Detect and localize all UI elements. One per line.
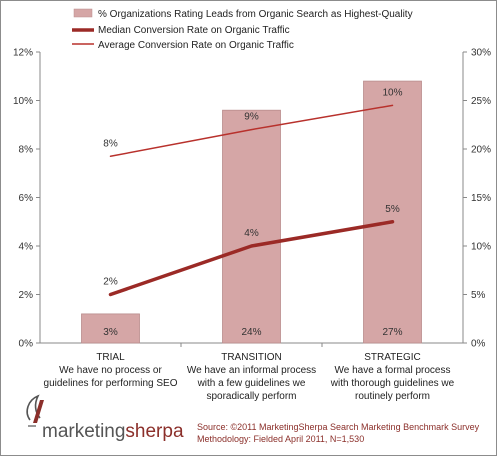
category-description: We have a formal process xyxy=(335,365,451,376)
line-data-label: 4% xyxy=(244,228,259,239)
category-description: sporadically perform xyxy=(206,391,296,402)
category-description: routinely perform xyxy=(355,391,430,402)
y-left-tick-label: 0% xyxy=(19,339,34,350)
marketingsherpa-logo: marketingsherpa xyxy=(42,421,184,442)
category-description: guidelines for performing SEO xyxy=(44,378,178,389)
category-title: TRIAL xyxy=(96,352,125,363)
y-right-tick-label: 5% xyxy=(471,290,486,301)
category-title: TRANSITION xyxy=(221,352,282,363)
bar-series xyxy=(81,80,422,344)
bar-data-label: 3% xyxy=(103,327,118,338)
median-line xyxy=(108,220,395,297)
legend: % Organizations Rating Leads from Organi… xyxy=(72,8,413,51)
line-series xyxy=(108,104,395,297)
average-line xyxy=(109,104,394,158)
category-description: with a few guidelines we xyxy=(197,378,306,389)
line-data-label: 8% xyxy=(103,138,118,149)
line-data-label: 2% xyxy=(103,277,118,288)
y-right-tick-label: 10% xyxy=(471,242,491,253)
y-right-tick-label: 15% xyxy=(471,193,491,204)
logo-icon xyxy=(26,394,44,427)
legend-label-median: Median Conversion Rate on Organic Traffi… xyxy=(98,25,290,36)
logo-text-marketing: marketing xyxy=(42,421,125,442)
data-labels: 3% 24% 27% 2% 4% 5% 8% 9% 10% xyxy=(103,87,402,338)
line-data-label: 10% xyxy=(382,87,402,98)
y-left-tick-label: 10% xyxy=(13,96,33,107)
legend-label-bar: % Organizations Rating Leads from Organi… xyxy=(98,9,413,20)
methodology-line: Methodology: Fielded April 2011, N=1,530 xyxy=(197,434,364,444)
source-line: Source: ©2011 MarketingSherpa Search Mar… xyxy=(197,422,480,432)
category-title: STRATEGIC xyxy=(364,352,420,363)
line-data-label: 9% xyxy=(244,112,259,123)
category-description: We have an informal process xyxy=(187,365,316,376)
legend-swatch-bar xyxy=(73,8,93,18)
bar xyxy=(222,109,281,344)
category-description: with thorough guidelines we xyxy=(330,378,455,389)
bar xyxy=(81,313,140,344)
legend-label-average: Average Conversion Rate on Organic Traff… xyxy=(98,40,294,51)
branding: marketingsherpa Source: ©2011 MarketingS… xyxy=(26,394,480,444)
line-data-label: 5% xyxy=(385,204,400,215)
y-left-tick-label: 4% xyxy=(19,242,34,253)
y-right-tick-label: 20% xyxy=(471,145,491,156)
logo-text-sherpa: sherpa xyxy=(125,421,184,442)
y-left-tick-label: 8% xyxy=(19,145,34,156)
y-left-tick-label: 6% xyxy=(19,193,34,204)
bar xyxy=(363,80,422,344)
bar-data-label: 24% xyxy=(241,327,261,338)
bar-data-label: 27% xyxy=(382,327,402,338)
y-right-tick-label: 30% xyxy=(471,48,491,59)
y-left-tick-label: 2% xyxy=(19,290,34,301)
category-labels: TRIAL We have no process or guidelines for… xyxy=(44,352,455,402)
category-description: We have no process or xyxy=(59,365,162,376)
y-right-tick-label: 0% xyxy=(471,339,486,350)
y-left-tick-label: 12% xyxy=(13,48,33,59)
y-right-tick-label: 25% xyxy=(471,96,491,107)
